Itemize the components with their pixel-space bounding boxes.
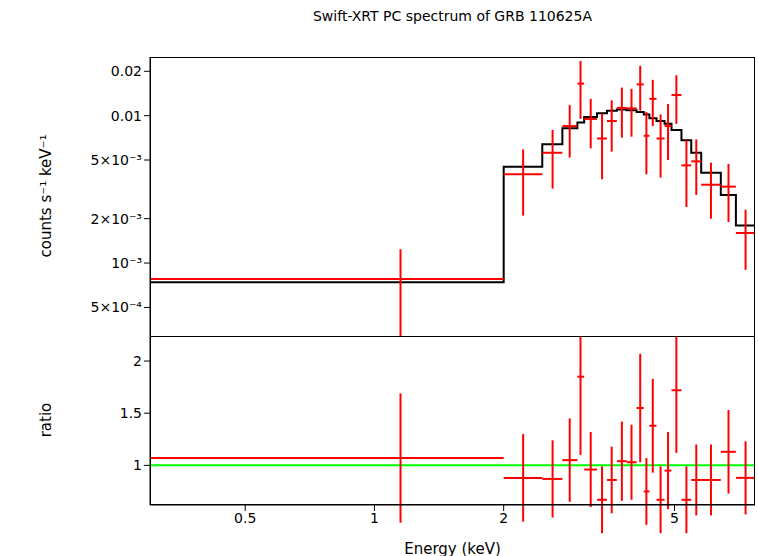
html-text:Swift-XRT PC spectrum of GRB 1: Swift-XRT PC spectrum of GRB 110625A [313,8,592,24]
svg-text:Energy (keV): Energy (keV) [404,540,501,556]
svg-text:2: 2 [133,353,142,369]
svg-text:0.02: 0.02 [111,63,142,79]
svg-text:0.01: 0.01 [111,108,142,124]
svg-text:1: 1 [133,457,142,473]
svg-text:0.5: 0.5 [234,510,256,526]
svg-text:5×10⁻⁴: 5×10⁻⁴ [91,299,143,315]
svg-text:2: 2 [499,510,508,526]
html-text:counts s⁻¹ keV⁻¹: counts s⁻¹ keV⁻¹ [37,134,55,258]
svg-text:2×10⁻³: 2×10⁻³ [91,211,142,227]
svg-text:10⁻³: 10⁻³ [111,255,142,271]
svg-text:1.5: 1.5 [120,405,142,421]
svg-text:1: 1 [370,510,379,526]
html-text:ratio: ratio [37,402,55,438]
svg-text:5: 5 [670,510,679,526]
svg-text:5×10⁻³: 5×10⁻³ [91,152,142,168]
